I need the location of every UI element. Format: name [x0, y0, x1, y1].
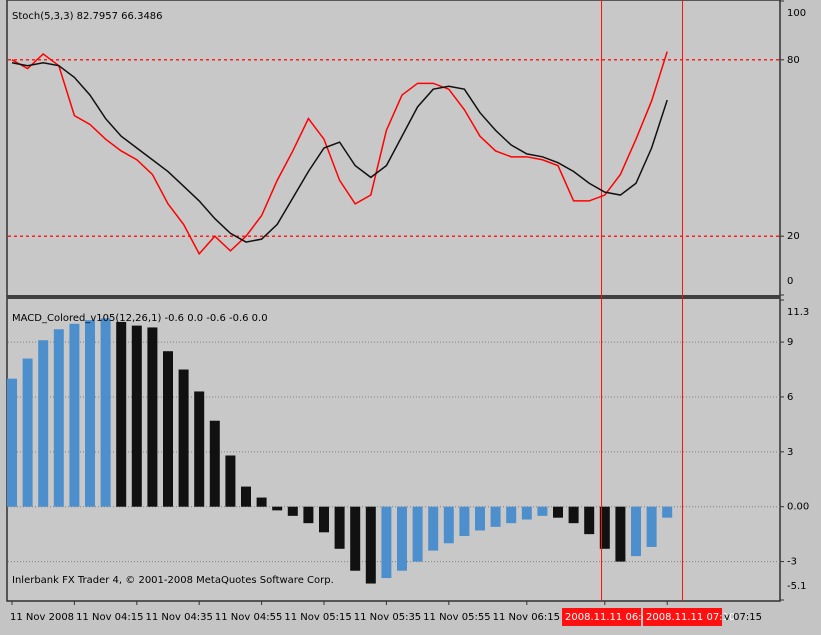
x-tick-label: 2008.11.11 07:10 — [646, 612, 735, 623]
y-tick-label: 11.3 — [787, 307, 809, 318]
y-tick-label: -5.1 — [787, 581, 807, 592]
macd-bar — [350, 506, 361, 571]
stoch-title: Stoch(5,3,3) 82.7957 66.3486 — [12, 11, 163, 22]
y-tick-label: 20 — [787, 231, 800, 242]
macd-bar — [599, 506, 610, 549]
macd-bar — [584, 506, 595, 535]
y-tick-label: 80 — [787, 55, 800, 66]
macd-bar — [521, 506, 532, 520]
macd-bar — [631, 506, 641, 557]
macd-bar — [381, 506, 392, 579]
macd-bar — [147, 327, 158, 507]
macd-bar — [568, 506, 579, 524]
macd-bar — [334, 506, 345, 549]
x-tick-label: 11 Nov 05:15 — [284, 612, 351, 623]
macd-bar — [428, 506, 439, 551]
macd-bar — [194, 391, 205, 507]
macd-bar — [662, 506, 673, 518]
macd-bar — [209, 420, 220, 507]
macd-bar — [443, 506, 454, 544]
macd-bar — [412, 506, 423, 562]
x-tick-label: 11 Nov 06:15 — [493, 612, 560, 623]
x-tick-label: v 07:15 — [724, 612, 762, 623]
macd-bar — [7, 378, 17, 507]
macd-bar — [537, 506, 548, 516]
y-tick-label: 9 — [787, 337, 793, 348]
macd-bar — [85, 320, 95, 507]
x-tick-label: 11 Nov 05:55 — [423, 612, 490, 623]
x-tick-label: 2008.11.11 06:45 — [565, 612, 654, 623]
macd-bar — [272, 506, 283, 511]
macd-bar — [69, 323, 80, 507]
macd-bar — [100, 318, 111, 507]
x-tick-label: 11 Nov 04:35 — [145, 612, 212, 623]
stoch-line — [11, 61, 668, 243]
copyright: Inlerbank FX Trader 4, © 2001-2008 MetaQ… — [12, 575, 334, 586]
cursor-label-box — [643, 608, 723, 626]
cursor-label-box — [562, 608, 642, 626]
macd-bar — [646, 506, 657, 547]
stoch-line — [11, 51, 668, 256]
macd-bar — [241, 486, 251, 507]
x-tick-label: 11 Nov 2008 — [10, 612, 74, 623]
macd-bar — [303, 506, 314, 524]
y-tick-label: 6 — [787, 392, 793, 403]
y-tick-label: 0 — [787, 276, 793, 287]
y-tick-label: -3 — [787, 557, 797, 568]
macd-bar — [178, 369, 189, 507]
macd-bar — [131, 325, 142, 507]
macd-bar — [475, 506, 485, 531]
macd-bar — [397, 506, 407, 571]
x-tick-label: 11 Nov 04:55 — [215, 612, 282, 623]
macd-bar — [459, 506, 470, 536]
macd-bar — [22, 358, 33, 507]
y-tick-label: 3 — [787, 447, 793, 458]
macd-bar — [615, 506, 626, 562]
pane-separator — [7, 295, 780, 299]
macd-bar — [506, 506, 517, 524]
macd-bar — [163, 351, 173, 507]
macd-bar — [225, 455, 236, 507]
macd-bar — [553, 506, 563, 518]
macd-bar — [287, 506, 298, 516]
x-tick-label: 11 Nov 05:35 — [354, 612, 421, 623]
macd-bar — [490, 506, 501, 527]
macd-bar — [319, 506, 329, 533]
macd-bar — [116, 321, 127, 507]
macd-bar — [53, 329, 64, 507]
y-tick-label: 100 — [787, 8, 806, 19]
y-tick-label: 0.00 — [787, 502, 809, 513]
x-tick-label: 11 Nov 04:15 — [76, 612, 143, 623]
macd-title: MACD_Colored_v105(12,26,1) -0.6 0.0 -0.6… — [12, 313, 268, 324]
macd-bar — [256, 497, 267, 507]
macd-bar — [38, 340, 49, 507]
macd-bar — [365, 506, 376, 584]
